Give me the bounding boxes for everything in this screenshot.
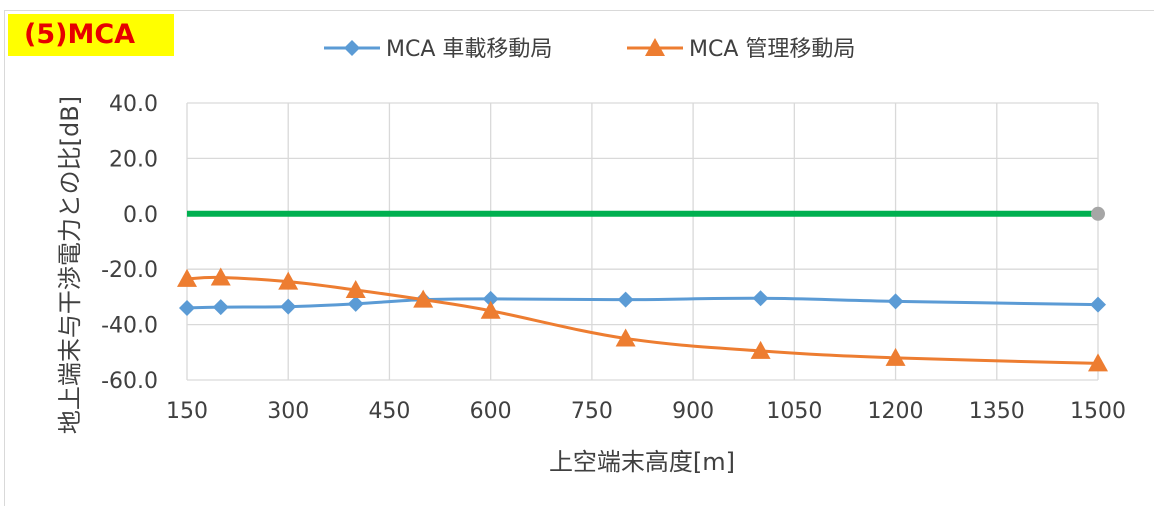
triangle-marker	[413, 289, 434, 308]
grid-lines	[186, 102, 1099, 381]
y-tick-label: -40.0	[101, 314, 158, 339]
legend: MCA 車載移動局 MCA 管理移動局	[324, 37, 855, 62]
x-axis-ticks: 150 300 450 600 750 900 1050 1200 1350 1500	[166, 399, 1126, 424]
triangle-marker	[750, 340, 771, 359]
y-tick-label: 0.0	[123, 203, 158, 228]
triangle-marker	[615, 328, 636, 347]
legend-label: MCA 車載移動局	[386, 37, 552, 62]
diamond-marker	[887, 293, 904, 310]
diamond-marker	[482, 290, 499, 307]
triangle-marker	[177, 268, 197, 287]
series-line	[186, 296, 1099, 310]
x-tick-label: 150	[166, 399, 208, 424]
x-tick-label: 1200	[868, 399, 924, 424]
triangle-marker	[278, 271, 299, 290]
x-tick-label: 600	[470, 399, 512, 424]
x-tick-label: 1500	[1070, 399, 1126, 424]
chart-frame	[4, 10, 1154, 506]
diamond-marker	[344, 40, 360, 56]
x-axis-label: 上空端末高度[m]	[549, 448, 735, 476]
x-tick-label: 750	[571, 399, 613, 424]
legend-label: MCA 管理移動局	[689, 37, 855, 62]
x-tick-label: 1350	[969, 399, 1025, 424]
diamond-marker	[752, 290, 769, 307]
diamond-marker	[617, 291, 634, 308]
section-badge: (5)MCA	[8, 14, 174, 56]
triangle-marker	[645, 38, 665, 56]
x-tick-label: 1050	[766, 399, 822, 424]
triangle-marker	[345, 279, 366, 298]
y-axis-label: 地上端末与干渉電力との比[dB]	[56, 96, 84, 434]
x-tick-label: 900	[672, 399, 714, 424]
triangle-marker	[480, 300, 501, 319]
series-group	[177, 206, 1108, 372]
end-point-marker	[1091, 206, 1105, 221]
diamond-marker	[1090, 296, 1106, 313]
x-tick-label: 450	[368, 399, 410, 424]
triangle-marker	[1088, 353, 1108, 372]
diamond-marker	[212, 299, 229, 316]
y-tick-label: -60.0	[101, 369, 158, 394]
diamond-marker	[347, 295, 364, 312]
diamond-marker	[280, 298, 297, 315]
triangle-marker	[210, 267, 231, 286]
y-tick-label: -20.0	[101, 258, 158, 283]
diamond-marker	[179, 299, 195, 316]
y-tick-label: 20.0	[109, 147, 158, 172]
series-line	[186, 275, 1099, 365]
y-tick-label: 40.0	[109, 92, 158, 117]
x-tick-label: 300	[267, 399, 309, 424]
triangle-marker	[885, 347, 906, 366]
y-axis-ticks: 40.0 20.0 0.0 -20.0 -40.0 -60.0	[101, 92, 158, 394]
